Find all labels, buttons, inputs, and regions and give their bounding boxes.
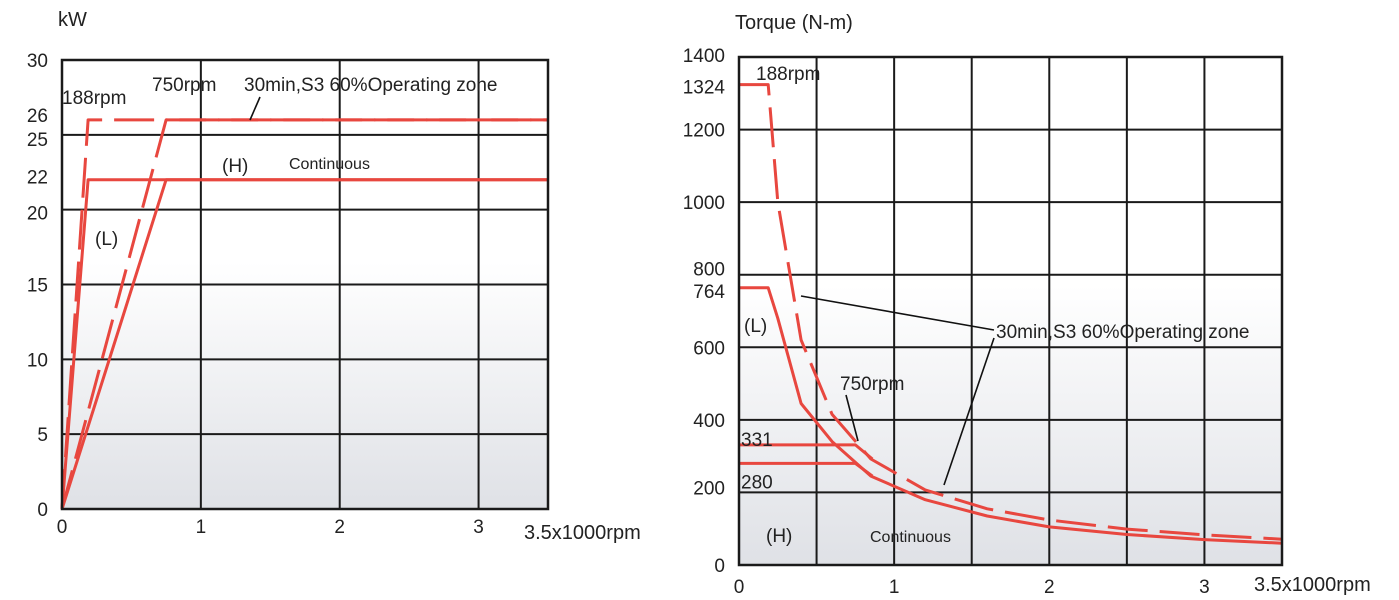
torque-grid [739, 57, 1282, 565]
y-tick-label: 5 [37, 425, 48, 446]
y-tick-label: 800 [693, 260, 725, 281]
power-chart: 0 5 10 15 20 22 25 26 30 0 1 2 3 kW 3.5x1000rpm 188… [27, 9, 641, 544]
series-line [739, 286, 1283, 545]
series-line [60, 118, 548, 510]
x-tick-label: 2 [334, 517, 345, 538]
y-tick-label: 0 [714, 556, 725, 577]
series-line [739, 443, 874, 461]
y-tick-label: 1000 [683, 193, 725, 214]
y-tick-label: 10 [27, 350, 48, 371]
x-tick-label: 1 [196, 517, 207, 538]
y-tick-label: 1200 [683, 121, 725, 142]
y-axis-title: Torque (N-m) [735, 12, 853, 34]
torque-curves [739, 83, 1283, 545]
low-speed-knee-label: 188rpm [62, 88, 126, 109]
x-tick-label: 0 [57, 517, 68, 538]
operating-zone-leader-lower [943, 337, 995, 486]
x-axis-title: 3.5x1000rpm [1254, 574, 1371, 596]
high-speed-knee-leader [845, 394, 859, 442]
y-tick-label: 764 [693, 282, 725, 303]
x-tick-label: 3 [1199, 577, 1210, 598]
series-line [739, 461, 874, 478]
y-tick-label: 15 [27, 276, 48, 297]
torque-x-tick-labels: 0 1 2 3 [734, 577, 1210, 598]
operating-zone-leader-upper [800, 295, 995, 331]
y-tick-label: 280 [741, 472, 773, 493]
operating-zone-label: 30min,S3 60%Operating zone [244, 75, 498, 96]
y-tick-label: 0 [37, 500, 48, 521]
y-tick-label: 331 [741, 430, 773, 451]
y-tick-label: 600 [693, 338, 725, 359]
x-tick-label: 1 [889, 577, 900, 598]
high-speed-knee-label: 750rpm [152, 75, 216, 96]
y-tick-label: 1324 [683, 78, 726, 99]
y-tick-label: 25 [27, 130, 48, 151]
y-axis-title: kW [58, 9, 87, 31]
y-tick-label: 400 [693, 411, 725, 432]
winding-low-label: (L) [744, 316, 767, 337]
winding-high-label: (H) [766, 526, 792, 547]
series-line [739, 83, 1283, 541]
series-line [60, 178, 548, 510]
high-speed-knee-label: 750rpm [840, 374, 904, 395]
y-tick-label: 30 [27, 51, 48, 72]
x-tick-label: 3 [473, 517, 484, 538]
y-tick-label: 200 [693, 478, 725, 499]
plot-frame [60, 58, 550, 511]
winding-high-label: (H) [222, 156, 248, 177]
x-tick-label: 0 [734, 577, 745, 598]
operating-zone-leader [249, 96, 261, 121]
x-axis-title: 3.5x1000rpm [524, 522, 641, 544]
continuous-label: Continuous [870, 529, 951, 546]
power-x-tick-labels: 0 1 2 3 [57, 517, 484, 538]
plot-frame [737, 55, 1284, 567]
power-y-tick-labels: 0 5 10 15 20 22 25 26 30 [27, 51, 48, 521]
y-tick-label: 26 [27, 106, 48, 127]
operating-zone-label: 30min,S3 60%Operating zone [996, 322, 1250, 343]
low-speed-knee-label: 188rpm [756, 64, 820, 85]
y-tick-label: 20 [27, 204, 48, 225]
y-tick-label: 1400 [683, 46, 725, 67]
continuous-label: Continuous [289, 156, 370, 173]
y-tick-label: 22 [27, 168, 48, 189]
x-tick-label: 2 [1044, 577, 1055, 598]
winding-low-label: (L) [95, 229, 118, 250]
plot-background [739, 57, 1282, 565]
power-curves [60, 118, 548, 510]
